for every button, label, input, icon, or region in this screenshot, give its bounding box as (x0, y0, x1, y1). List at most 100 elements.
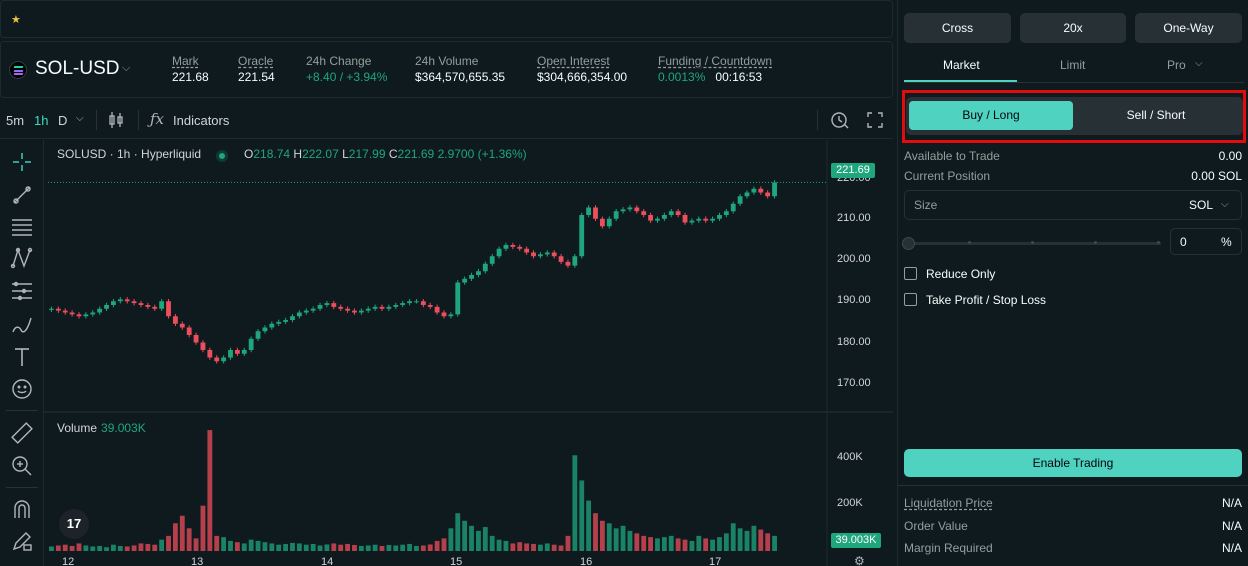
volume-bar (131, 545, 137, 551)
pattern-icon[interactable] (10, 246, 34, 270)
tpsl-label[interactable]: Take Profit / Stop Loss (926, 293, 1047, 307)
indicators-icon[interactable]: ƒx (150, 110, 165, 128)
fib-icon[interactable] (10, 279, 34, 303)
settings-icon[interactable]: ⚙ (854, 554, 865, 566)
volume-bar (476, 530, 481, 551)
indicators-button[interactable]: Indicators (173, 113, 230, 128)
row-label: Order Value (904, 519, 968, 533)
price-tick: 200.00 (837, 253, 871, 265)
tradingview-logo-icon[interactable]: 17 (59, 509, 89, 539)
size-unit-select[interactable]: SOL (1189, 198, 1214, 212)
chevron-down-icon[interactable]: ⌵ (76, 113, 84, 124)
candle-body (228, 350, 233, 358)
enable-trading-button[interactable]: Enable Trading (904, 449, 1242, 477)
ohlc-high: 222.07 (302, 147, 339, 161)
candles-style-icon[interactable] (108, 111, 124, 132)
chart-area[interactable] (0, 140, 893, 566)
pencil-lock-icon[interactable] (10, 529, 34, 553)
eye-icon[interactable] (216, 150, 228, 162)
ohlc-l-label: L (342, 147, 349, 161)
position-mode-button[interactable]: One-Way (1135, 13, 1242, 43)
divider (817, 110, 818, 130)
candle-body (427, 305, 433, 307)
chevron-down-icon[interactable]: ⌵ (122, 62, 131, 74)
candle-body (414, 301, 419, 303)
star-icon[interactable]: ★ (11, 14, 21, 26)
tab-pro[interactable]: Pro (1167, 58, 1186, 72)
volume-bar (296, 543, 302, 551)
crosshair-icon[interactable] (10, 150, 34, 174)
size-slider[interactable] (909, 242, 1161, 245)
candle-body (296, 312, 302, 317)
zoom-in-icon[interactable] (10, 454, 34, 478)
candle-body (365, 308, 371, 311)
leverage-button[interactable]: 20x (1020, 13, 1126, 43)
chevron-down-icon[interactable]: ⌵ (1195, 58, 1203, 69)
brush-icon[interactable] (10, 312, 34, 336)
candle-body (283, 320, 289, 322)
volume-bar (723, 533, 729, 551)
candle-body (772, 182, 777, 197)
price-tick: 190.00 (837, 294, 871, 306)
timeframe-d[interactable]: D (58, 113, 68, 128)
text-icon[interactable] (10, 345, 34, 369)
replay-icon[interactable] (830, 110, 850, 133)
price-tick: 210.00 (837, 212, 871, 224)
chevron-down-icon[interactable]: ⌵ (1221, 199, 1229, 210)
size-input[interactable] (904, 190, 1242, 220)
row-value: N/A (1221, 519, 1242, 533)
date-tick: 13 (191, 556, 204, 566)
volume-bar (283, 543, 289, 551)
volume-tick: 200K (837, 497, 863, 509)
volume-bar (689, 540, 695, 551)
tab-limit[interactable]: Limit (1060, 58, 1086, 72)
available-to-trade-row: Available to Trade 0.00 (904, 149, 1242, 163)
reduce-only-label[interactable]: Reduce Only (926, 267, 996, 281)
volume-tick: 400K (837, 451, 863, 463)
volume-tag: 39.003K (831, 533, 881, 548)
volume-bar (111, 544, 116, 551)
magnet-icon[interactable] (10, 498, 34, 522)
trendline-icon[interactable] (10, 183, 34, 207)
candle-body (661, 215, 667, 219)
volume-bar (551, 544, 557, 551)
candle-body (400, 303, 406, 305)
emoji-icon[interactable] (10, 377, 34, 401)
tpsl-checkbox[interactable] (904, 293, 917, 306)
volume-bar (55, 545, 61, 551)
volume-bar (565, 535, 571, 551)
candle-body (710, 218, 715, 221)
sol-logo-icon (9, 61, 27, 79)
slider-handle[interactable] (902, 237, 915, 250)
volume-bar (269, 543, 275, 551)
candle-body (290, 316, 295, 320)
sell-short-button[interactable]: Sell / Short (1126, 108, 1186, 122)
volume-bar (166, 535, 171, 551)
volume-bar (558, 545, 564, 551)
volume-value: 39.003K (101, 421, 146, 435)
volume-bar (214, 535, 220, 551)
margin-mode-button[interactable]: Cross (904, 13, 1011, 43)
volume-bar (207, 430, 213, 551)
candle-body (248, 338, 254, 350)
percent-input[interactable] (1170, 228, 1242, 255)
candle-body (393, 305, 399, 307)
volume-bar (627, 530, 633, 551)
candle-body (207, 350, 213, 358)
fullscreen-icon[interactable] (866, 111, 884, 132)
price-chart[interactable] (0, 140, 893, 566)
timeframe-5m[interactable]: 5m (6, 113, 25, 128)
divider (138, 110, 139, 130)
divider (6, 410, 38, 411)
candle-body (744, 192, 750, 197)
buy-long-button[interactable]: Buy / Long (909, 101, 1073, 130)
candle-body (551, 252, 557, 257)
timeframe-1h[interactable]: 1h (34, 113, 49, 128)
ruler-icon[interactable] (10, 421, 34, 445)
pair-selector[interactable]: SOL-USD (35, 58, 120, 79)
reduce-only-checkbox[interactable] (904, 267, 917, 280)
tab-market[interactable]: Market (943, 58, 980, 72)
horizontal-lines-icon[interactable] (10, 214, 34, 238)
candle-body (379, 306, 385, 309)
slider-tick (1094, 241, 1097, 244)
